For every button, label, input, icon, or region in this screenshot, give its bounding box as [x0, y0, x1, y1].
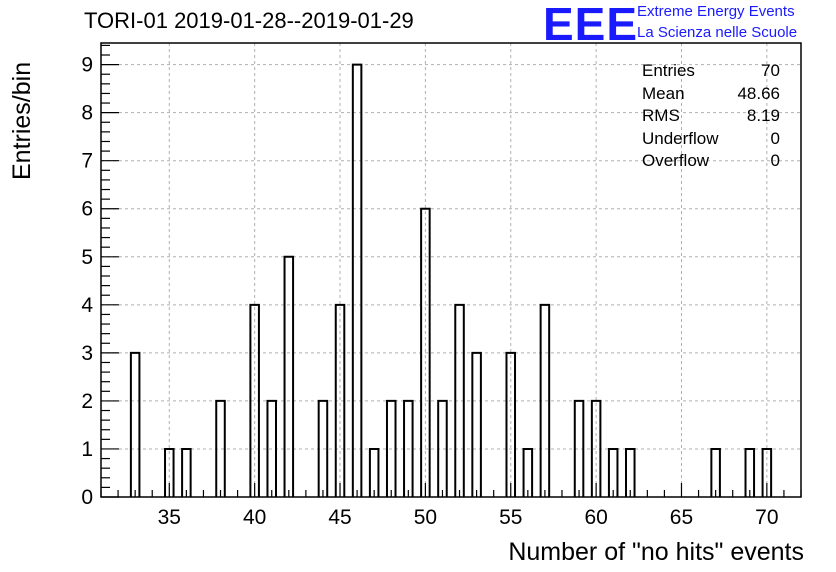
- y-tick-label: 1: [81, 438, 93, 461]
- y-tick-label: 9: [81, 54, 93, 77]
- stats-row-rms: RMS 8.19: [642, 105, 780, 128]
- histogram-bin: [249, 303, 260, 497]
- stats-value: 70: [761, 61, 780, 80]
- stats-label: RMS: [642, 106, 680, 126]
- x-axis-label: Number of "no hits" events: [508, 538, 804, 566]
- x-tick-label: 50: [414, 506, 437, 529]
- histogram-bin: [403, 399, 414, 497]
- histogram-bars: [129, 63, 773, 497]
- x-tick-label: 45: [328, 506, 351, 529]
- chart-title: TORI-01 2019-01-28--2019-01-29: [84, 8, 414, 33]
- plot-frame: [100, 42, 802, 498]
- histogram-bin: [351, 63, 363, 497]
- y-tick-label: 3: [81, 342, 93, 365]
- y-tick-label: 8: [81, 102, 93, 125]
- stats-box: Entries 70 Mean 48.66 RMS 8.19 Underflow…: [642, 60, 780, 173]
- logo-caption-line-2: La Scienza nelle Scuole: [637, 24, 798, 41]
- y-tick-label: 5: [81, 246, 93, 269]
- stats-value: 0: [770, 128, 780, 148]
- histogram-bin: [454, 303, 465, 497]
- y-axis-label: Entries/bin: [8, 61, 36, 180]
- histogram-bin: [539, 303, 551, 497]
- histogram-bin: [334, 303, 346, 497]
- histogram-bin: [181, 447, 192, 497]
- stats-value: 8.19: [746, 106, 780, 126]
- stats-value: 48.66: [737, 83, 780, 103]
- histogram-bin: [761, 447, 773, 497]
- histogram-bin: [471, 351, 482, 497]
- stats-row-underflow: Underflow 0: [642, 128, 780, 151]
- histogram-bin: [266, 399, 277, 497]
- histogram-bin: [625, 447, 636, 497]
- histogram-bin: [744, 447, 756, 497]
- histogram-bin: [385, 399, 397, 497]
- stats-row-overflow: Overflow 0: [642, 150, 780, 173]
- histogram-bin: [283, 255, 295, 497]
- stats-label: Mean: [642, 83, 685, 103]
- histogram-bin: [164, 447, 175, 497]
- stats-row-mean: Mean 48.66: [642, 83, 780, 106]
- histogram-bin: [573, 399, 585, 497]
- histogram-bin: [590, 399, 602, 497]
- y-tick-label: 4: [81, 294, 93, 317]
- histogram-bin: [368, 447, 380, 497]
- histogram-bin: [317, 399, 329, 497]
- stats-label: Entries: [642, 61, 695, 80]
- histogram-bin: [420, 207, 431, 497]
- stats-label: Overflow: [642, 151, 710, 171]
- y-tick-label: 2: [81, 390, 93, 413]
- x-tick-label: 35: [158, 506, 181, 529]
- stats-value: 0: [770, 151, 780, 171]
- histogram-bin: [607, 447, 619, 497]
- x-tick-label: 40: [243, 506, 266, 529]
- y-tick-label: 0: [81, 486, 93, 509]
- histogram-bin: [522, 447, 534, 497]
- y-tick-label: 6: [81, 198, 93, 221]
- histogram-bin: [505, 351, 517, 497]
- x-tick-label: 60: [584, 506, 607, 529]
- logo-caption-line-1: Extreme Energy Events: [637, 3, 795, 20]
- x-tick-label: 65: [670, 506, 693, 529]
- stats-label: Underflow: [642, 128, 719, 148]
- histogram-bin: [437, 399, 448, 497]
- histogram-bin: [215, 399, 226, 497]
- grid-lines: [101, 43, 801, 497]
- eee-logo: EEE: [543, 0, 639, 50]
- x-tick-label: 55: [499, 506, 522, 529]
- histogram-bin: [129, 351, 141, 497]
- stats-row-entries: Entries 70: [642, 60, 780, 83]
- y-tick-label: 7: [81, 150, 93, 173]
- x-tick-label: 70: [755, 506, 778, 529]
- histogram-bin: [710, 447, 721, 497]
